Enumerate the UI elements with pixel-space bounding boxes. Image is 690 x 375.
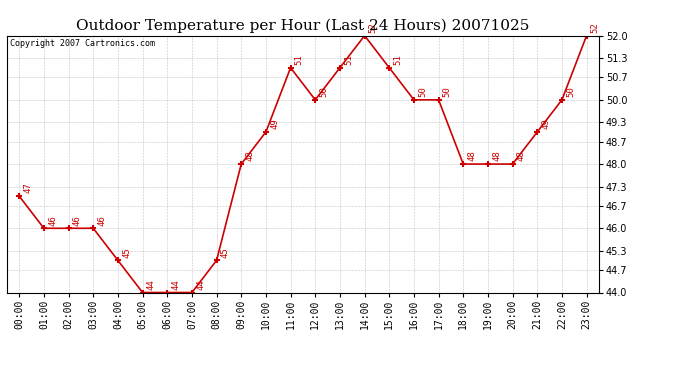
Title: Outdoor Temperature per Hour (Last 24 Hours) 20071025: Outdoor Temperature per Hour (Last 24 Ho…: [76, 19, 530, 33]
Text: 47: 47: [23, 183, 32, 194]
Text: 52: 52: [591, 22, 600, 33]
Text: 51: 51: [295, 54, 304, 65]
Text: 49: 49: [270, 118, 279, 129]
Text: 49: 49: [542, 118, 551, 129]
Text: 44: 44: [147, 279, 156, 290]
Text: 51: 51: [344, 54, 353, 65]
Text: 50: 50: [443, 86, 452, 97]
Text: 45: 45: [221, 247, 230, 258]
Text: 51: 51: [393, 54, 402, 65]
Text: 48: 48: [467, 150, 476, 161]
Text: 48: 48: [246, 150, 255, 161]
Text: 45: 45: [122, 247, 131, 258]
Text: 52: 52: [368, 22, 377, 33]
Text: Copyright 2007 Cartronics.com: Copyright 2007 Cartronics.com: [10, 39, 155, 48]
Text: 50: 50: [566, 86, 575, 97]
Text: 50: 50: [319, 86, 328, 97]
Text: 48: 48: [517, 150, 526, 161]
Text: 48: 48: [492, 150, 501, 161]
Text: 44: 44: [196, 279, 205, 290]
Text: 44: 44: [171, 279, 180, 290]
Text: 50: 50: [418, 86, 427, 97]
Text: 46: 46: [48, 215, 57, 225]
Text: 46: 46: [72, 215, 81, 225]
Text: 46: 46: [97, 215, 106, 225]
